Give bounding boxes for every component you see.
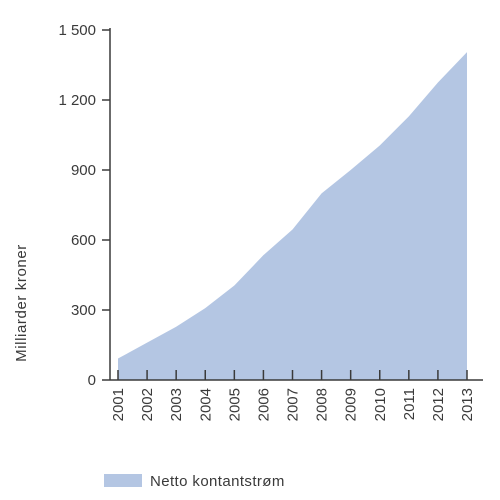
x-tick-label: 2011: [401, 388, 418, 420]
legend-label: Netto kontantstrøm: [150, 473, 285, 490]
x-tick-label: 2009: [343, 388, 360, 421]
x-tick-label: 2010: [372, 388, 389, 421]
y-axis: 0 300 600 900 1 200 1 500: [58, 22, 111, 389]
y-tick-label: 1 500: [58, 22, 96, 39]
y-axis-title: Milliarder kroner: [13, 244, 30, 362]
x-tick-label: 2013: [459, 388, 476, 421]
y-tick-label: 0: [88, 372, 96, 389]
x-tick-label: 2007: [285, 388, 302, 421]
plot-area: [118, 52, 467, 381]
x-tick-label: 2012: [430, 388, 447, 421]
x-tick-label: 2002: [139, 388, 156, 421]
x-axis: 2001 2002 2003 2004 2005 2006 2007 2008 2009 2010…: [110, 370, 483, 421]
y-tick-label: 300: [71, 302, 96, 319]
x-tick-label: 2006: [255, 388, 272, 421]
x-tick-label: 2003: [168, 388, 185, 421]
x-tick-label: 2004: [197, 388, 214, 421]
legend: Netto kontantstrøm: [104, 473, 285, 490]
y-tick-label: 900: [71, 162, 96, 179]
y-tick-label: 600: [71, 232, 96, 249]
legend-swatch: [104, 474, 142, 487]
x-tick-label: 2005: [226, 388, 243, 421]
series-area-netto-kontantstrom: [118, 52, 467, 381]
x-tick-label: 2008: [314, 388, 331, 421]
x-tick-label: 2001: [110, 388, 127, 421]
y-tick-label: 1 200: [58, 92, 96, 109]
